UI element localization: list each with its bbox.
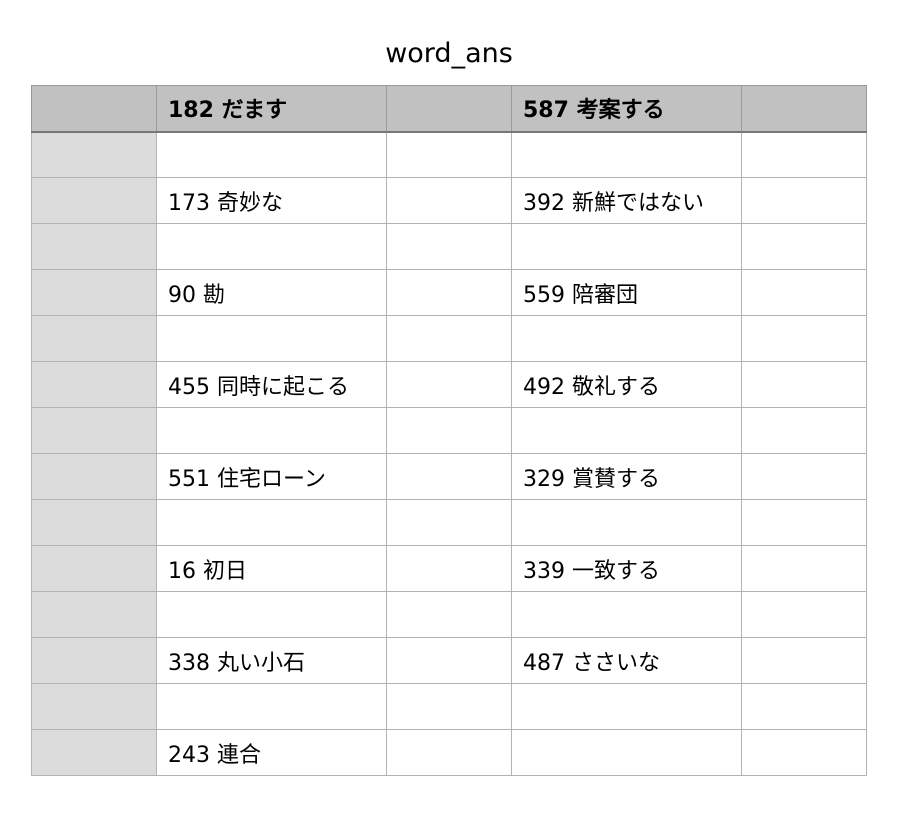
row-header-cell[interactable] — [31, 407, 157, 454]
table-cell[interactable] — [511, 729, 742, 776]
table-cell[interactable] — [511, 131, 742, 178]
table-cell[interactable] — [386, 131, 512, 178]
table-cell[interactable] — [741, 131, 867, 178]
table-cell[interactable] — [741, 315, 867, 362]
table-cell[interactable] — [386, 223, 512, 270]
table-cell[interactable] — [741, 637, 867, 684]
table-row: 16 初日 339 一致する — [31, 545, 867, 592]
table-cell[interactable] — [741, 453, 867, 500]
table-cell[interactable]: 338 丸い小石 — [156, 637, 387, 684]
table-row — [31, 683, 867, 730]
table-row — [31, 591, 867, 638]
table-cell[interactable] — [386, 545, 512, 592]
table-cell[interactable]: 339 一致する — [511, 545, 742, 592]
table-row: 551 住宅ローン 329 賞賛する — [31, 453, 867, 500]
header-row: 182 だます 587 考案する — [31, 85, 867, 133]
header-cell-row-label[interactable] — [31, 85, 157, 133]
table-cell[interactable] — [386, 729, 512, 776]
table-cell[interactable]: 243 連合 — [156, 729, 387, 776]
table-cell[interactable] — [386, 177, 512, 224]
table-cell[interactable] — [511, 683, 742, 730]
spreadsheet-table: 182 だます 587 考案する 173 奇妙な 392 新鮮ではない 90 勘 55… — [31, 85, 867, 776]
table-row — [31, 407, 867, 454]
header-cell-a[interactable]: 182 だます — [156, 85, 387, 133]
table-cell[interactable] — [386, 315, 512, 362]
table-cell[interactable] — [156, 315, 387, 362]
row-header-cell[interactable] — [31, 315, 157, 362]
table-cell[interactable]: 329 賞賛する — [511, 453, 742, 500]
row-header-cell[interactable] — [31, 729, 157, 776]
table-cell[interactable] — [741, 499, 867, 546]
row-header-cell[interactable] — [31, 223, 157, 270]
table-cell[interactable] — [511, 223, 742, 270]
table-cell[interactable] — [741, 729, 867, 776]
table-cell[interactable] — [386, 453, 512, 500]
table-row: 338 丸い小石 487 ささいな — [31, 637, 867, 684]
table-cell[interactable] — [741, 591, 867, 638]
table-cell[interactable] — [156, 591, 387, 638]
row-header-cell[interactable] — [31, 177, 157, 224]
header-cell-d[interactable] — [741, 85, 867, 133]
row-header-cell[interactable] — [31, 499, 157, 546]
row-header-cell[interactable] — [31, 545, 157, 592]
table-cell[interactable] — [386, 269, 512, 316]
table-row: 173 奇妙な 392 新鮮ではない — [31, 177, 867, 224]
table-cell[interactable]: 16 初日 — [156, 545, 387, 592]
table-cell[interactable] — [741, 683, 867, 730]
row-header-cell[interactable] — [31, 591, 157, 638]
table-cell[interactable] — [156, 223, 387, 270]
row-header-cell[interactable] — [31, 453, 157, 500]
sheet-title: word_ans — [385, 38, 513, 69]
table-cell[interactable] — [386, 591, 512, 638]
header-cell-c[interactable]: 587 考案する — [511, 85, 742, 133]
table-cell[interactable]: 559 陪審団 — [511, 269, 742, 316]
table-cell[interactable] — [511, 499, 742, 546]
table-cell[interactable] — [156, 407, 387, 454]
table-cell[interactable]: 487 ささいな — [511, 637, 742, 684]
table-row: 243 連合 — [31, 729, 867, 776]
table-row — [31, 315, 867, 362]
table-row — [31, 131, 867, 178]
row-header-cell[interactable] — [31, 683, 157, 730]
row-header-cell[interactable] — [31, 269, 157, 316]
table-cell[interactable] — [741, 269, 867, 316]
table-row: 90 勘 559 陪審団 — [31, 269, 867, 316]
table-cell[interactable] — [386, 361, 512, 408]
table-cell[interactable] — [386, 407, 512, 454]
table-cell[interactable]: 392 新鮮ではない — [511, 177, 742, 224]
row-header-cell[interactable] — [31, 637, 157, 684]
table-row — [31, 223, 867, 270]
table-cell[interactable] — [741, 361, 867, 408]
table-cell[interactable]: 551 住宅ローン — [156, 453, 387, 500]
table-row — [31, 499, 867, 546]
table-cell[interactable] — [386, 637, 512, 684]
table-cell[interactable] — [156, 499, 387, 546]
table-cell[interactable] — [156, 131, 387, 178]
table-cell[interactable] — [386, 683, 512, 730]
table-cell[interactable]: 90 勘 — [156, 269, 387, 316]
table-cell[interactable] — [511, 407, 742, 454]
table-cell[interactable]: 173 奇妙な — [156, 177, 387, 224]
table-cell[interactable] — [511, 315, 742, 362]
table-cell[interactable] — [511, 591, 742, 638]
table-row: 455 同時に起こる 492 敬礼する — [31, 361, 867, 408]
header-cell-b[interactable] — [386, 85, 512, 133]
row-header-cell[interactable] — [31, 361, 157, 408]
table-cell[interactable] — [156, 683, 387, 730]
row-header-cell[interactable] — [31, 131, 157, 178]
table-cell[interactable]: 492 敬礼する — [511, 361, 742, 408]
table-cell[interactable]: 455 同時に起こる — [156, 361, 387, 408]
table-cell[interactable] — [741, 545, 867, 592]
table-cell[interactable] — [741, 407, 867, 454]
table-cell[interactable] — [741, 177, 867, 224]
table-cell[interactable] — [386, 499, 512, 546]
table-cell[interactable] — [741, 223, 867, 270]
